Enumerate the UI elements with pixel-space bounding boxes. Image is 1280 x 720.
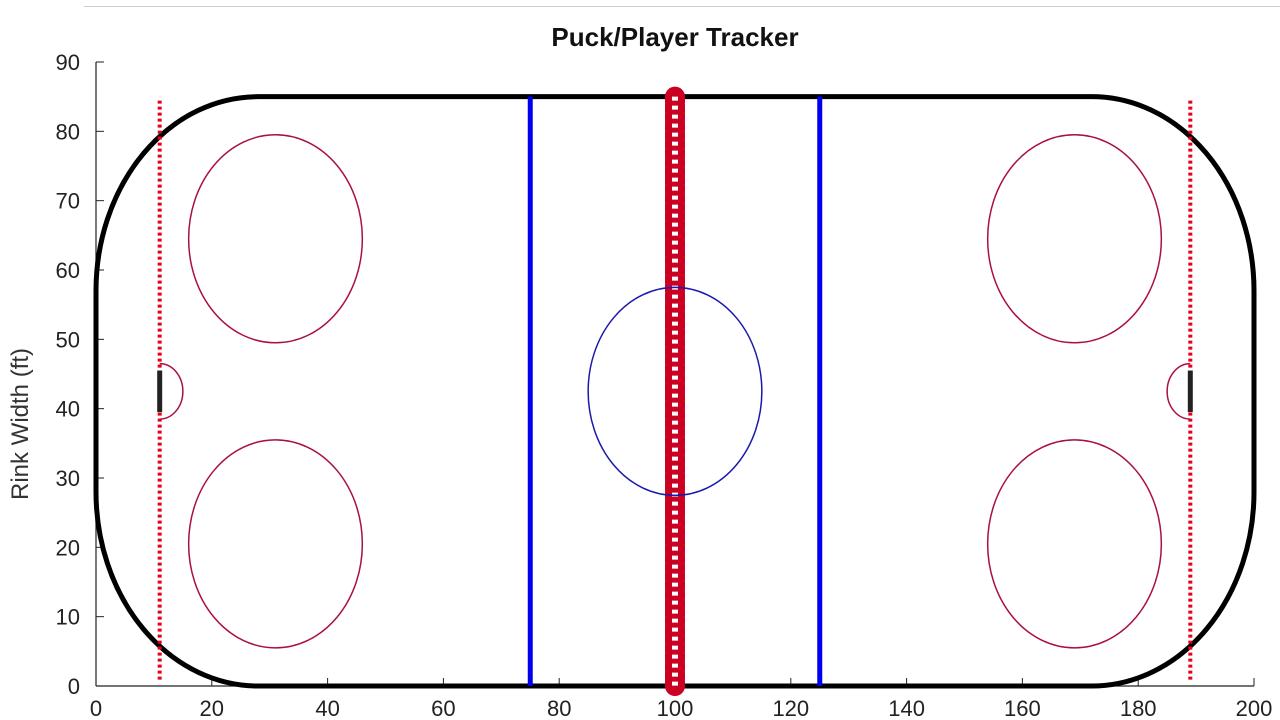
x-tick-label: 20: [200, 696, 224, 720]
y-tick-label: 80: [56, 119, 80, 144]
x-tick-label: 160: [1004, 696, 1041, 720]
y-tick-label: 20: [56, 535, 80, 560]
faceoff-circle: [187, 439, 364, 649]
x-tick-label: 80: [547, 696, 571, 720]
axes: 0 10 20 30 40 50 60 70 80 90 0 20 40 60 80 100 120 140 160…: [56, 50, 1273, 720]
y-tick-label: 90: [56, 50, 80, 75]
x-tick-label: 180: [1120, 696, 1157, 720]
faceoff-circle: [986, 134, 1163, 344]
chart-title: Puck/Player Tracker: [551, 22, 798, 52]
center-faceoff-circle: [587, 286, 763, 497]
y-tick-label: 70: [56, 189, 80, 214]
y-tick-label: 60: [56, 258, 80, 283]
rink-markings: [93, 86, 1257, 696]
goal-crease: [159, 362, 184, 420]
x-tick-label: 0: [90, 696, 102, 720]
y-axis-title: Rink Width (ft): [7, 348, 34, 500]
y-tick-label: 0: [68, 674, 80, 699]
window-top-border: [84, 0, 1280, 7]
x-tick-label: 140: [888, 696, 925, 720]
y-tick-label: 50: [56, 327, 80, 352]
x-tick-label: 60: [431, 696, 455, 720]
faceoff-circle: [187, 134, 364, 344]
y-tick-label: 30: [56, 466, 80, 491]
x-tick-label: 200: [1236, 696, 1273, 720]
goal-crease: [1166, 362, 1191, 420]
y-tick-label: 10: [56, 605, 80, 630]
x-tick-label: 100: [657, 696, 694, 720]
x-tick-label: 120: [772, 696, 809, 720]
y-tick-label: 40: [56, 397, 80, 422]
faceoff-circle: [986, 439, 1163, 649]
x-tick-label: 40: [315, 696, 339, 720]
